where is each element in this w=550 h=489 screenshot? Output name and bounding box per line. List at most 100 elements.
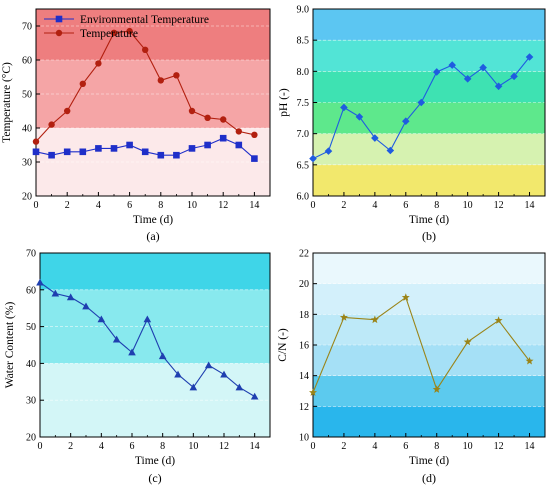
- data-point: [235, 383, 244, 391]
- data-point: [36, 278, 44, 286]
- data-point: [309, 388, 317, 396]
- y-axis: 20 30 40 50 60 70: [26, 249, 44, 444]
- gridlines: [40, 289, 270, 401]
- x-axis: 0 2 4 6 8 10 12 14: [34, 192, 259, 211]
- data-point: [204, 361, 213, 369]
- data-point: [141, 148, 149, 156]
- x-tick-label: 6: [130, 441, 135, 452]
- background-band: [40, 253, 270, 290]
- x-tick-label: 12: [219, 441, 229, 452]
- x-axis-title: Time (d): [133, 214, 173, 226]
- data-point: [143, 315, 152, 323]
- data-point: [339, 313, 348, 321]
- y-tick-label: 7.0: [297, 129, 310, 140]
- panel-caption: (c): [148, 471, 161, 485]
- x-tick-label: 8: [160, 441, 165, 452]
- data-point: [220, 370, 228, 378]
- data-point: [510, 72, 518, 81]
- data-point: [417, 98, 426, 107]
- data-point: [173, 72, 180, 79]
- data-point: [79, 80, 87, 88]
- x-axis: 0 2 4 6 8 10 12 14: [311, 433, 535, 452]
- y-tick-label: 30: [26, 396, 36, 407]
- y-tick-label: 50: [22, 90, 32, 101]
- x-tick-label: 12: [494, 441, 504, 452]
- data-point: [51, 289, 60, 297]
- data-point: [126, 141, 133, 149]
- x-tick-label: 12: [494, 200, 504, 211]
- gridlines: [36, 25, 270, 163]
- x-tick-label: 2: [65, 200, 70, 211]
- x-tick-label: 12: [218, 200, 228, 211]
- plot-frame: [39, 252, 271, 438]
- y-tick-label: 22: [299, 249, 309, 260]
- y-axis-title: pH (-): [278, 88, 290, 117]
- panel-b: 0 2 4 6 8 10 12 14 6.0 6.5 7.0 7.5 8.0 8.5 9.0 Time (d)…: [278, 5, 546, 243]
- data-point: [173, 151, 180, 159]
- data-point: [95, 60, 102, 67]
- y-axis: 10 12 14 16 18 20 22: [299, 249, 317, 444]
- data-point: [401, 293, 410, 301]
- panel-caption: (a): [146, 229, 159, 243]
- y-tick-label: 50: [26, 322, 36, 333]
- x-tick-label: 14: [525, 441, 535, 452]
- y-axis-title: Temperature (°C): [1, 62, 13, 143]
- panel-a: 0 2 4 6 8 10 12 14 20 30 40 50 60 70 Time (d) Temperatu…: [1, 8, 271, 243]
- data-point: [371, 134, 379, 142]
- data-point: [142, 46, 149, 53]
- data-point: [97, 315, 106, 323]
- data-point: [158, 352, 167, 360]
- y-tick-label: 14: [299, 371, 309, 382]
- data-point: [32, 148, 40, 156]
- data-point: [128, 348, 136, 356]
- background-bands: [40, 253, 270, 437]
- y-tick-label: 8.0: [297, 67, 310, 78]
- gridlines: [313, 283, 545, 407]
- series-0: [32, 134, 258, 162]
- data-point: [204, 141, 211, 149]
- series-0: [36, 278, 259, 400]
- x-tick-label: 0: [311, 200, 316, 211]
- y-tick-label: 60: [22, 56, 32, 67]
- data-point: [448, 61, 456, 69]
- data-point: [63, 148, 71, 156]
- series-0: [309, 53, 534, 163]
- x-tick-label: 6: [127, 200, 132, 211]
- data-point: [174, 370, 182, 378]
- y-tick-label: 70: [26, 249, 36, 260]
- x-axis: 0 2 4 6 8 10 12 14: [311, 192, 535, 211]
- x-tick-label: 10: [463, 200, 473, 211]
- y-axis: 20 30 40 50 60 70: [22, 22, 40, 203]
- data-point: [355, 113, 364, 121]
- background-band: [313, 345, 545, 376]
- background-band: [36, 9, 270, 60]
- x-tick-label: 8: [434, 200, 439, 211]
- series-line: [312, 296, 530, 393]
- x-tick-label: 14: [249, 200, 259, 211]
- background-bands: [36, 9, 270, 196]
- series-0: [309, 293, 534, 396]
- x-tick-label: 6: [403, 441, 408, 452]
- background-band: [313, 314, 545, 345]
- x-tick-label: 8: [434, 441, 439, 452]
- x-tick-label: 10: [187, 200, 197, 211]
- background-band: [313, 40, 545, 72]
- data-point: [126, 27, 133, 35]
- data-point: [324, 147, 333, 155]
- x-axis-title: Time (d): [409, 455, 449, 467]
- background-band: [313, 283, 545, 315]
- data-point: [432, 385, 441, 393]
- x-tick-label: 2: [341, 441, 346, 452]
- y-tick-label: 16: [299, 341, 309, 352]
- y-tick-label: 40: [22, 124, 32, 135]
- x-tick-label: 6: [403, 200, 408, 211]
- legend-marker: [55, 29, 63, 37]
- data-point: [340, 103, 348, 112]
- x-tick-label: 10: [188, 441, 198, 452]
- data-point: [110, 145, 118, 152]
- y-tick-label: 10: [299, 433, 309, 444]
- plot-frame: [35, 8, 271, 197]
- x-tick-label: 14: [250, 441, 260, 452]
- panel-caption: (d): [422, 471, 436, 485]
- data-point: [82, 302, 90, 310]
